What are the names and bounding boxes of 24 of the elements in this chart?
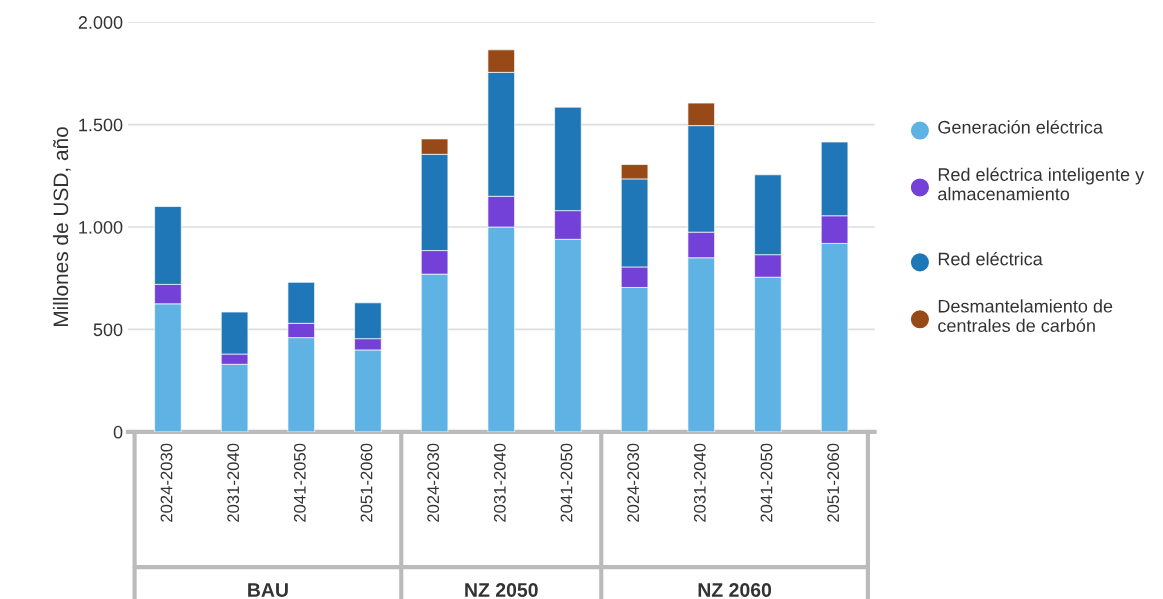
y-axis-title: Millones de USD, año [52, 127, 71, 327]
y-tick-label: 500 [93, 323, 123, 337]
x-tick-label: 2024-2030 [160, 443, 173, 522]
x-tick-label: 2031-2040 [693, 443, 706, 522]
legend-label: Generación eléctrica [938, 120, 1103, 134]
text: BAU [248, 583, 288, 597]
x-tick-label: 2041-2050 [293, 443, 306, 522]
legend-label: Red eléctrica inteligente y almacenamiento [938, 167, 1145, 201]
x-tick-label: 2031-2040 [493, 443, 506, 522]
text: NZ 2060 [698, 583, 772, 597]
x-tick-label: 2031-2040 [227, 443, 240, 522]
y-tick-label: 2.000 [78, 16, 123, 29]
legend-label: Red eléctrica [938, 251, 1043, 266]
x-tick-label: 2041-2050 [760, 443, 773, 522]
x-tick-label: 2051-2060 [360, 443, 373, 522]
legend-label: Desmantelamiento de centrales de carbón [938, 299, 1113, 333]
x-tick-label: 2024-2030 [627, 443, 640, 522]
y-tick-label: 0 [113, 425, 123, 439]
x-tick-label: 2024-2030 [427, 443, 440, 522]
x-tick-label: 2041-2050 [560, 443, 573, 522]
y-tick-label: 1.500 [79, 118, 123, 132]
y-tick-label: 1.000 [79, 220, 123, 234]
x-tick-label: 2051-2060 [827, 443, 840, 522]
text: NZ 2050 [465, 583, 538, 597]
